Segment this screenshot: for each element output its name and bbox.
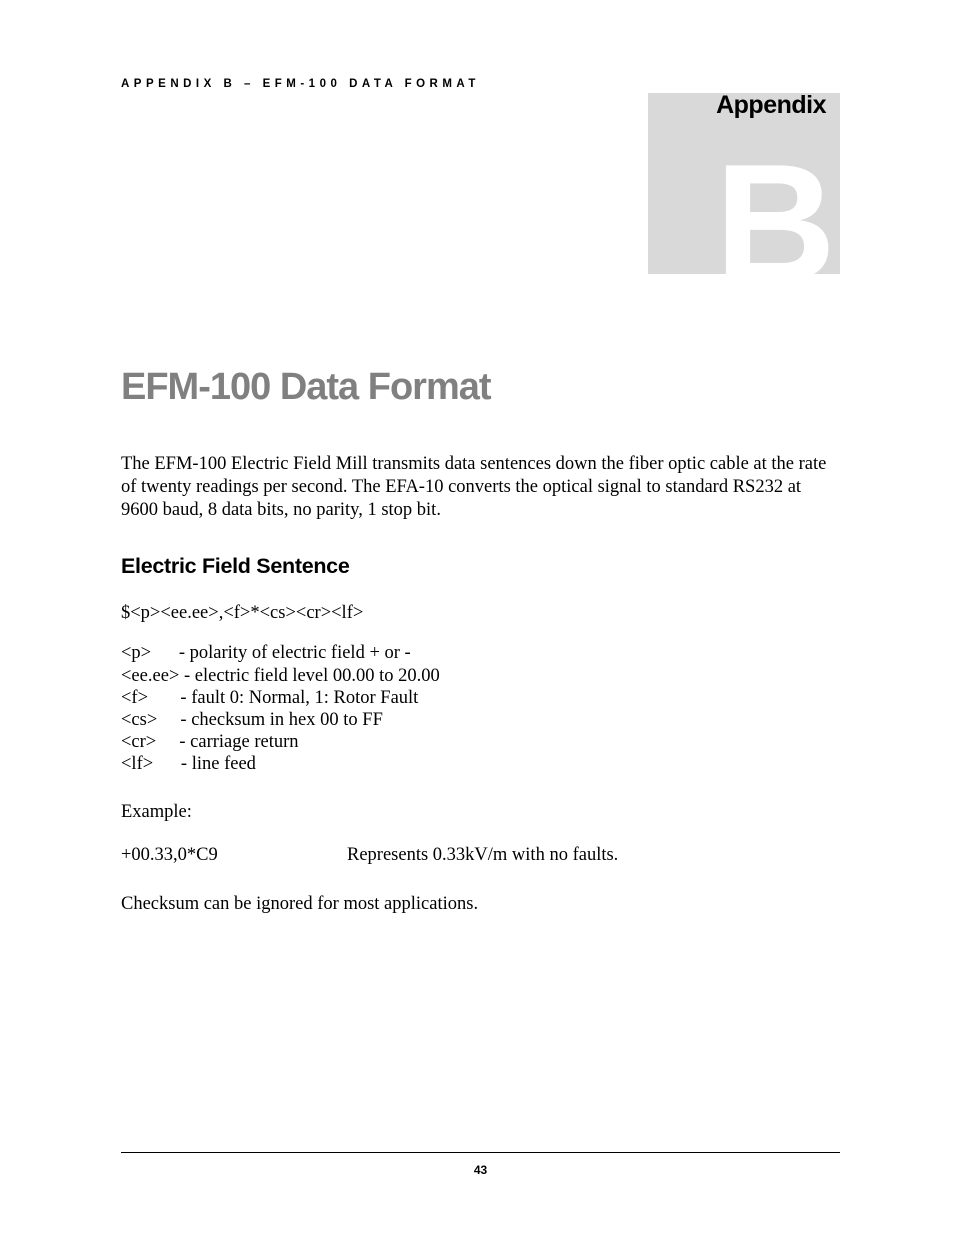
page-footer: 43	[121, 1152, 840, 1179]
field-desc: - polarity of electric field + or -	[179, 643, 411, 663]
running-header: APPENDIX B – EFM-100 DATA FORMAT	[121, 78, 840, 90]
field-row: <p> - polarity of electric field + or -	[121, 642, 840, 664]
field-tag: <p>	[121, 643, 151, 663]
field-row: <f> - fault 0: Normal, 1: Rotor Fault	[121, 687, 840, 709]
field-tag: <lf>	[121, 754, 153, 774]
field-pad	[153, 754, 181, 774]
field-desc: - checksum in hex 00 to FF	[180, 710, 382, 730]
field-pad	[157, 710, 180, 730]
example-label: Example:	[121, 802, 840, 823]
example-value: +00.33,0*C9	[121, 845, 347, 866]
field-pad	[151, 643, 179, 663]
intro-paragraph: The EFM-100 Electric Field Mill transmit…	[121, 453, 840, 522]
example-description: Represents 0.33kV/m with no faults.	[347, 845, 618, 866]
field-tag: <ee.ee>	[121, 666, 179, 686]
checksum-note: Checksum can be ignored for most applica…	[121, 894, 840, 915]
field-row: <lf> - line feed	[121, 753, 840, 775]
field-desc: - fault 0: Normal, 1: Rotor Fault	[180, 688, 418, 708]
sentence-format-line: $<p><ee.ee>,<f>*<cs><cr><lf>	[121, 603, 840, 624]
field-row: <ee.ee> - electric field level 00.00 to …	[121, 665, 840, 687]
field-desc: - line feed	[181, 754, 256, 774]
page-title: EFM-100 Data Format	[121, 366, 840, 409]
field-row: <cr> - carriage return	[121, 731, 840, 753]
field-desc: - carriage return	[179, 732, 298, 752]
field-definitions: <p> - polarity of electric field + or - …	[121, 642, 840, 775]
appendix-badge-letter: B	[715, 139, 836, 307]
example-row: +00.33,0*C9 Represents 0.33kV/m with no …	[121, 845, 840, 866]
field-tag: <f>	[121, 688, 148, 708]
appendix-badge-label: Appendix	[716, 91, 826, 120]
field-tag: <cs>	[121, 710, 157, 730]
field-tag: <cr>	[121, 732, 156, 752]
appendix-badge: Appendix B	[648, 93, 840, 274]
section-heading: Electric Field Sentence	[121, 554, 840, 579]
field-pad	[148, 688, 180, 708]
field-desc: - electric field level 00.00 to 20.00	[184, 666, 440, 686]
field-pad	[156, 732, 179, 752]
document-page: APPENDIX B – EFM-100 DATA FORMAT Appendi…	[0, 0, 954, 915]
field-row: <cs> - checksum in hex 00 to FF	[121, 709, 840, 731]
page-number: 43	[474, 1163, 487, 1177]
